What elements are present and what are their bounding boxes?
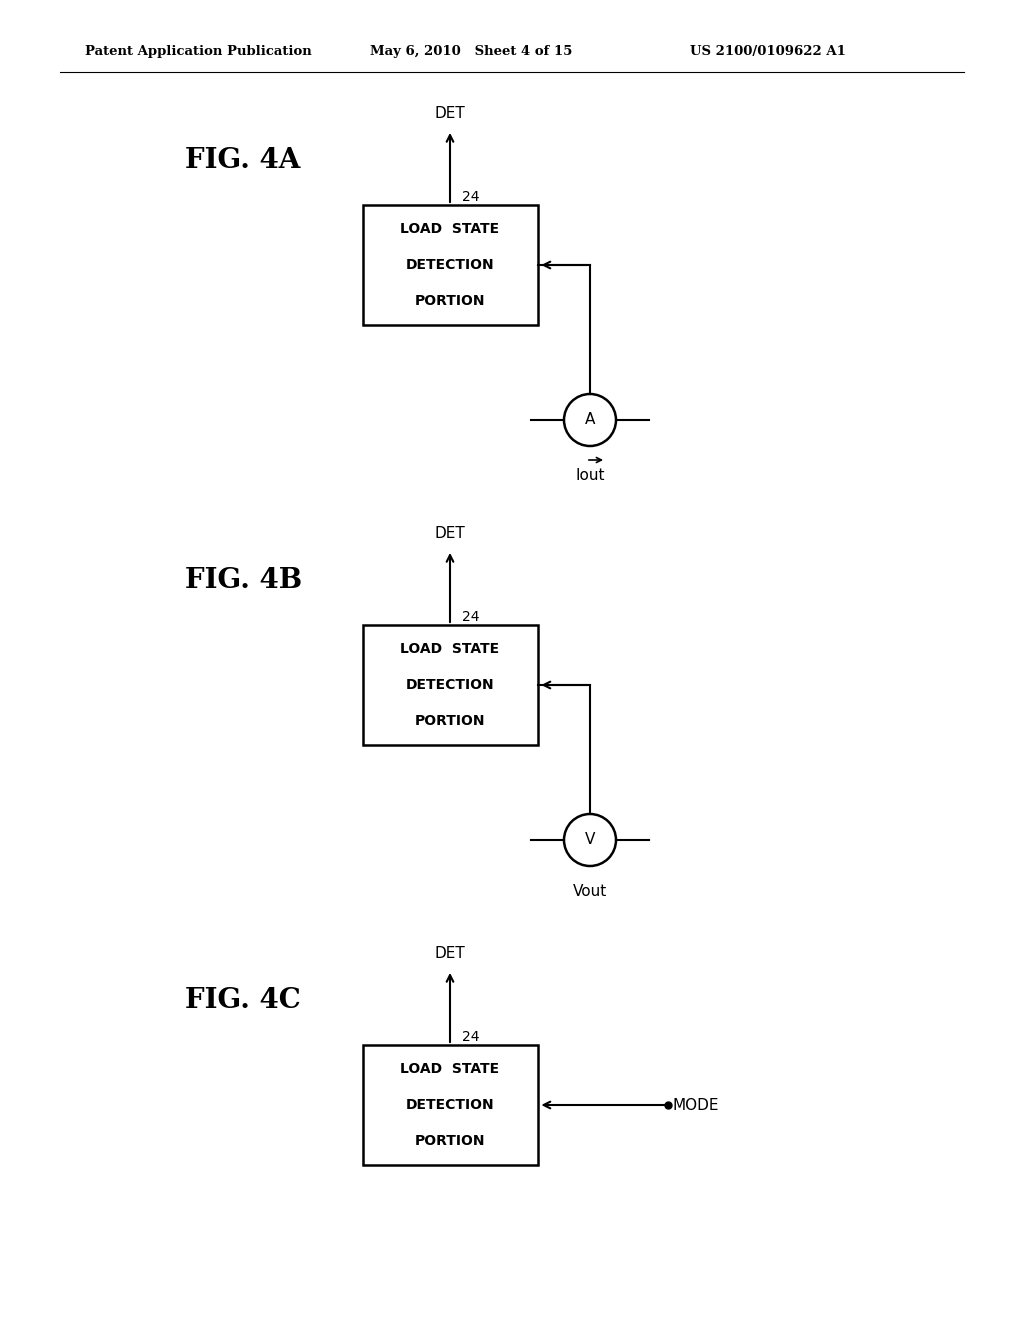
Text: PORTION: PORTION	[415, 714, 485, 729]
Text: PORTION: PORTION	[415, 294, 485, 309]
Text: DETECTION: DETECTION	[406, 257, 495, 272]
Text: LOAD  STATE: LOAD STATE	[400, 642, 500, 656]
Text: 24: 24	[462, 1030, 479, 1044]
Text: DET: DET	[434, 946, 465, 961]
Text: Patent Application Publication: Patent Application Publication	[85, 45, 311, 58]
Text: DETECTION: DETECTION	[406, 1098, 495, 1111]
Text: DET: DET	[434, 107, 465, 121]
FancyBboxPatch shape	[362, 205, 538, 325]
FancyBboxPatch shape	[362, 1045, 538, 1166]
Text: FIG. 4C: FIG. 4C	[185, 986, 301, 1014]
Text: LOAD  STATE: LOAD STATE	[400, 1061, 500, 1076]
Text: 24: 24	[462, 610, 479, 624]
Text: 24: 24	[462, 190, 479, 205]
Text: DETECTION: DETECTION	[406, 678, 495, 692]
Text: Vout: Vout	[572, 884, 607, 899]
Text: DET: DET	[434, 527, 465, 541]
Text: US 2100/0109622 A1: US 2100/0109622 A1	[690, 45, 846, 58]
Text: FIG. 4B: FIG. 4B	[185, 566, 302, 594]
Text: V: V	[585, 833, 595, 847]
FancyBboxPatch shape	[362, 624, 538, 744]
Text: May 6, 2010   Sheet 4 of 15: May 6, 2010 Sheet 4 of 15	[370, 45, 572, 58]
Circle shape	[564, 393, 616, 446]
Text: Iout: Iout	[575, 467, 605, 483]
Circle shape	[564, 814, 616, 866]
Text: MODE: MODE	[673, 1097, 719, 1113]
Text: A: A	[585, 412, 595, 428]
Text: FIG. 4A: FIG. 4A	[185, 147, 300, 173]
Text: PORTION: PORTION	[415, 1134, 485, 1148]
Text: LOAD  STATE: LOAD STATE	[400, 222, 500, 236]
